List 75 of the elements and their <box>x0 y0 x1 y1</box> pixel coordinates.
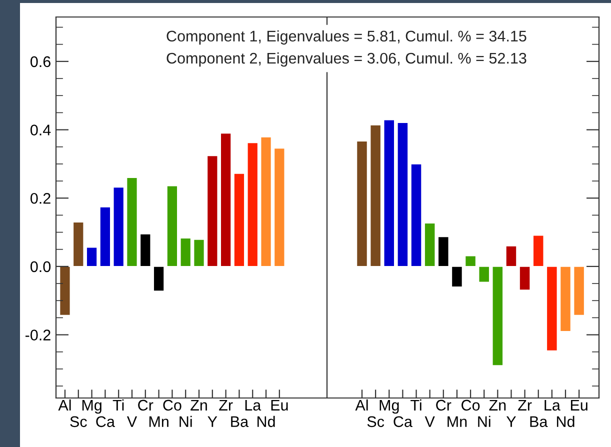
bar <box>153 266 164 292</box>
x-tick-label: Ca <box>394 416 412 428</box>
x-tick-label: Eu <box>271 400 288 411</box>
x-tick-label: Ba <box>530 416 548 428</box>
x-tick-label: La <box>245 400 262 411</box>
x-tick-label: Eu <box>570 400 588 411</box>
bar <box>356 140 368 267</box>
bar <box>464 255 476 267</box>
annotation: Component 1, Eigenvalues = 5.81, Cumul. % = 34.15 <box>166 30 526 45</box>
x-tick-label: V <box>424 416 435 427</box>
bar <box>220 132 232 267</box>
y-tick-label: 0.0 <box>30 261 51 272</box>
bar <box>260 136 272 267</box>
bar <box>59 266 71 316</box>
x-tick-label: Co <box>462 400 480 411</box>
bar <box>193 239 205 267</box>
bar <box>492 266 504 366</box>
bar <box>573 266 585 316</box>
bar <box>112 186 124 267</box>
x-tick-label: Ca <box>96 416 115 428</box>
x-tick-label: Cr <box>138 400 154 411</box>
bar <box>166 185 178 267</box>
x-tick-label: Co <box>163 400 182 411</box>
bar <box>72 222 84 267</box>
bar <box>410 164 422 267</box>
x-tick-label: Zr <box>518 400 532 410</box>
x-tick-label: Sc <box>70 416 87 428</box>
x-tick-label: Mg <box>380 400 399 414</box>
bar <box>506 246 517 267</box>
y-tick-label: 0.4 <box>30 124 51 136</box>
x-tick-label: Zn <box>190 400 207 410</box>
bar <box>100 206 111 267</box>
x-tick-label: Mn <box>448 416 467 427</box>
bar <box>451 266 463 288</box>
bar <box>424 222 436 267</box>
x-tick-label: Sc <box>367 416 384 428</box>
y-tick-label: -0.2 <box>25 330 50 340</box>
annotation: Component 2, Eigenvalues = 3.06, Cumul. % = 52.13 <box>166 52 526 67</box>
bar <box>246 142 258 267</box>
bar <box>274 148 286 267</box>
bar <box>560 266 572 332</box>
bar <box>519 266 531 290</box>
bar <box>126 177 138 267</box>
x-tick-label: V <box>126 416 138 427</box>
bar <box>180 238 192 267</box>
bar <box>370 124 382 267</box>
x-tick-label: Ni <box>478 416 490 427</box>
bar <box>86 246 98 267</box>
x-tick-label: Nd <box>556 416 574 428</box>
bar <box>546 266 558 352</box>
x-tick-label: Al <box>58 399 71 410</box>
bar <box>383 119 395 267</box>
bar <box>234 173 245 267</box>
bar <box>206 155 218 267</box>
x-tick-label: Mn <box>149 416 168 427</box>
bar <box>140 234 152 267</box>
x-tick-label: Ni <box>180 416 192 427</box>
bar <box>532 234 544 267</box>
x-tick-label: Nd <box>258 416 275 428</box>
x-tick-label: La <box>544 400 560 411</box>
bar <box>478 266 490 283</box>
x-tick-label: Ti <box>410 399 422 410</box>
y-tick-label: 0.2 <box>30 192 50 204</box>
x-tick-label: Ba <box>231 416 249 428</box>
x-tick-label: Zr <box>219 400 233 410</box>
x-tick-label: Zn <box>489 400 506 410</box>
bar <box>396 122 408 267</box>
x-tick-label: Al <box>355 399 368 410</box>
x-tick-label: Y <box>208 416 218 427</box>
x-tick-label: Y <box>506 416 516 427</box>
x-tick-label: Mg <box>82 400 102 414</box>
x-tick-label: Cr <box>436 400 452 411</box>
x-tick-label: Ti <box>112 399 124 410</box>
y-tick-label: 0.6 <box>30 56 50 68</box>
bar <box>438 236 450 267</box>
